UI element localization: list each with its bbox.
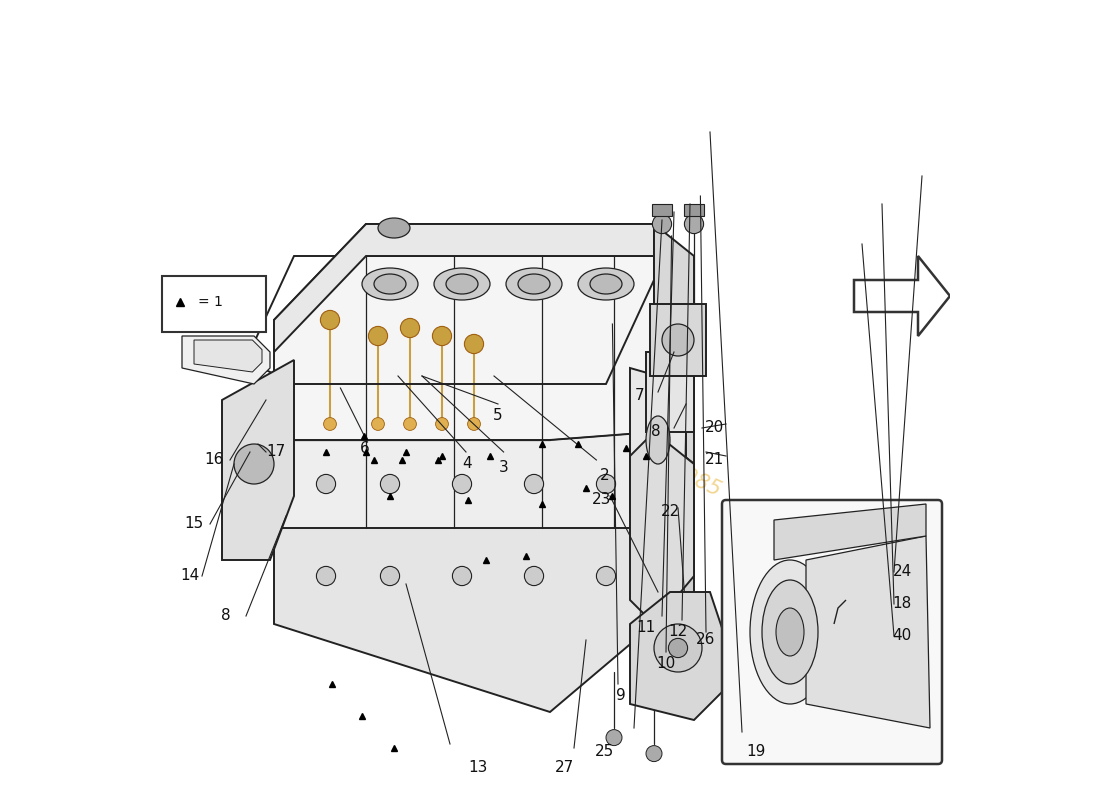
Circle shape <box>684 214 704 234</box>
Polygon shape <box>194 340 262 372</box>
Text: 12: 12 <box>669 625 688 639</box>
Circle shape <box>381 474 399 494</box>
Ellipse shape <box>506 268 562 300</box>
Circle shape <box>452 474 472 494</box>
Circle shape <box>468 418 481 430</box>
Ellipse shape <box>378 218 410 238</box>
Text: 4: 4 <box>462 457 472 471</box>
Polygon shape <box>274 224 654 528</box>
Text: 6: 6 <box>360 441 370 455</box>
Text: 11: 11 <box>637 621 656 635</box>
Ellipse shape <box>662 324 694 356</box>
Ellipse shape <box>646 416 670 464</box>
Circle shape <box>400 318 419 338</box>
Polygon shape <box>274 528 654 712</box>
Circle shape <box>669 638 688 658</box>
Circle shape <box>368 326 387 346</box>
Polygon shape <box>854 256 950 336</box>
Polygon shape <box>630 368 686 528</box>
Polygon shape <box>646 352 694 432</box>
Text: 10: 10 <box>657 657 675 671</box>
Ellipse shape <box>776 608 804 656</box>
Ellipse shape <box>750 560 830 704</box>
Text: 16: 16 <box>205 453 223 467</box>
Circle shape <box>452 566 472 586</box>
Text: 9: 9 <box>616 689 625 703</box>
Circle shape <box>436 418 449 430</box>
Text: 26: 26 <box>696 633 716 647</box>
Text: 18: 18 <box>892 597 912 611</box>
Polygon shape <box>274 432 654 616</box>
Text: 8: 8 <box>221 609 231 623</box>
Text: = 1: = 1 <box>198 295 223 310</box>
Circle shape <box>654 624 702 672</box>
Circle shape <box>317 474 336 494</box>
FancyBboxPatch shape <box>162 276 266 332</box>
Text: 13: 13 <box>469 761 487 775</box>
Polygon shape <box>182 336 270 384</box>
Polygon shape <box>274 224 654 352</box>
Text: 7: 7 <box>635 389 645 403</box>
Ellipse shape <box>578 268 634 300</box>
Polygon shape <box>650 304 706 376</box>
Polygon shape <box>654 432 694 656</box>
Circle shape <box>317 566 336 586</box>
Text: 25: 25 <box>595 745 614 759</box>
Circle shape <box>432 326 452 346</box>
Ellipse shape <box>362 268 418 300</box>
Text: 17: 17 <box>266 445 285 459</box>
Polygon shape <box>654 224 694 464</box>
Text: 21: 21 <box>705 453 725 467</box>
Circle shape <box>634 604 722 692</box>
Ellipse shape <box>762 580 818 684</box>
Text: 8: 8 <box>651 425 660 439</box>
Text: 23: 23 <box>592 493 612 507</box>
Circle shape <box>525 474 543 494</box>
Circle shape <box>404 418 417 430</box>
Circle shape <box>525 566 543 586</box>
Ellipse shape <box>434 268 490 300</box>
Text: 3: 3 <box>498 461 508 475</box>
Text: 5: 5 <box>493 409 503 423</box>
Text: 2: 2 <box>600 469 609 483</box>
Circle shape <box>596 566 616 586</box>
Circle shape <box>652 214 672 234</box>
Text: 19: 19 <box>747 745 766 759</box>
Ellipse shape <box>518 274 550 294</box>
Text: 20: 20 <box>705 421 725 435</box>
Circle shape <box>726 738 742 754</box>
Ellipse shape <box>590 274 621 294</box>
Circle shape <box>464 334 484 354</box>
Text: 24: 24 <box>892 565 912 579</box>
Text: 22: 22 <box>660 505 680 519</box>
Text: 14: 14 <box>180 569 199 583</box>
Circle shape <box>381 566 399 586</box>
Circle shape <box>323 418 337 430</box>
Circle shape <box>596 474 616 494</box>
Polygon shape <box>806 536 930 728</box>
Bar <box>652 204 672 216</box>
Ellipse shape <box>374 274 406 294</box>
Ellipse shape <box>446 274 478 294</box>
Text: 40: 40 <box>892 629 912 643</box>
Polygon shape <box>630 432 694 624</box>
Polygon shape <box>222 360 294 560</box>
Text: 15: 15 <box>185 517 204 531</box>
Circle shape <box>646 746 662 762</box>
FancyBboxPatch shape <box>722 500 942 764</box>
Circle shape <box>320 310 340 330</box>
Circle shape <box>234 444 274 484</box>
Polygon shape <box>774 504 926 560</box>
Text: a passion for parts since 1985: a passion for parts since 1985 <box>430 349 724 500</box>
Circle shape <box>606 730 621 746</box>
Polygon shape <box>630 592 726 720</box>
Text: 27: 27 <box>554 761 574 775</box>
Circle shape <box>372 418 384 430</box>
Bar <box>684 204 704 216</box>
